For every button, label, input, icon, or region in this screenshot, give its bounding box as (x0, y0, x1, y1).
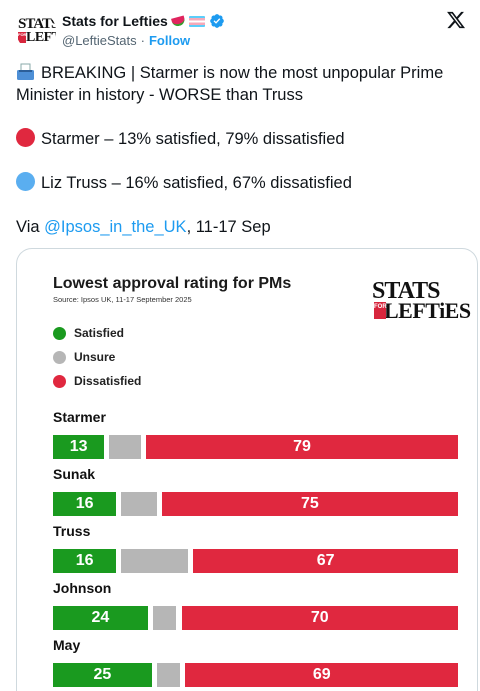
bar-label-starmer: Starmer (53, 409, 106, 425)
bar-truss-dissatisfied: 67 (193, 549, 458, 573)
tweet-text: BREAKING | Starmer is now the most unpop… (16, 62, 468, 260)
bar-johnson-unsure (152, 606, 177, 630)
bar-sunak-unsure (121, 492, 157, 516)
chart-title: Lowest approval rating for PMs (53, 275, 292, 292)
handle-row: @LeftieStats · Follow (62, 33, 190, 48)
tweet-line-breaking: BREAKING | Starmer is now the most unpop… (16, 63, 444, 104)
bar-johnson-satisfied: 24 (53, 606, 148, 630)
bar-truss-unsure (121, 549, 189, 573)
avatar[interactable]: STATS LEFTiES FOR (16, 11, 56, 51)
legend-swatch-satisfied (53, 326, 66, 340)
legend-swatch-unsure (53, 350, 66, 364)
ballot-box-icon (16, 63, 35, 81)
trans-flag-icon (188, 15, 205, 27)
tweet-line-truss: Liz Truss – 16% satisfied, 67% dissatisf… (16, 172, 468, 194)
stacked-bar-chart: Starmer 13 79 Sunak 16 75 Truss 16 67 Johnson 24 70… (17, 249, 477, 691)
bar-starmer-unsure (109, 435, 141, 459)
x-logo-icon[interactable] (446, 10, 466, 30)
tweet-header: STATS LEFTiES FOR Stats for Lefties @Lef… (16, 10, 466, 54)
legend-item-satisfied: Satisfied (53, 321, 141, 345)
watermelon-icon (170, 14, 186, 28)
bar-sunak-dissatisfied: 75 (161, 492, 458, 516)
bar-label-truss: Truss (53, 523, 91, 539)
stats-for-lefties-logo: STATS LEFTiES FOR (18, 16, 56, 45)
bar-may-unsure (156, 663, 181, 687)
bar-label-may: May (53, 637, 81, 653)
separator: · (140, 33, 145, 48)
chart-image-card[interactable]: Lowest approval rating for PMs Source: I… (16, 248, 478, 691)
blue-circle-icon (16, 172, 35, 191)
chart-legend: Satisfied Unsure Dissatisfied (53, 321, 141, 393)
bar-may-satisfied: 25 (53, 663, 152, 687)
legend-item-unsure: Unsure (53, 345, 141, 369)
bar-starmer-dissatisfied: 79 (145, 435, 458, 459)
handle[interactable]: @LeftieStats (62, 33, 137, 48)
verified-badge-icon (209, 14, 224, 28)
stats-for-lefties-logo: STATS LEFTiES FOR (372, 278, 471, 323)
bar-sunak-satisfied: 16 (53, 492, 117, 516)
bar-johnson-dissatisfied: 70 (181, 606, 458, 630)
tweet-line-via: Via @Ipsos_in_the_UK, 11-17 Sep (16, 218, 271, 236)
red-circle-icon (16, 128, 35, 147)
legend-item-dissatisfied: Dissatisfied (53, 369, 141, 393)
bar-may-dissatisfied: 69 (185, 663, 458, 687)
legend-swatch-dissatisfied (53, 374, 66, 388)
tweet-line-starmer: Starmer – 13% satisfied, 79% dissatisfie… (16, 128, 468, 150)
chart-source: Source: Ipsos UK, 11-17 September 2025 (53, 295, 192, 304)
name-row: Stats for Lefties (62, 12, 225, 30)
ipsos-mention-link[interactable]: @Ipsos_in_the_UK (44, 218, 187, 236)
bar-label-johnson: Johnson (53, 580, 112, 596)
bar-starmer-satisfied: 13 (53, 435, 105, 459)
bar-label-sunak: Sunak (53, 466, 96, 482)
follow-button[interactable]: Follow (148, 33, 191, 48)
display-name[interactable]: Stats for Lefties (62, 13, 168, 29)
bar-truss-satisfied: 16 (53, 549, 117, 573)
